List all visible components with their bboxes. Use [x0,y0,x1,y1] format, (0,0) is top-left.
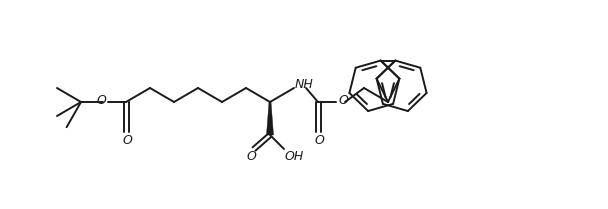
Text: O: O [96,94,106,107]
Text: NH: NH [295,79,313,92]
Polygon shape [266,102,274,135]
Text: O: O [122,135,132,148]
Text: O: O [338,94,348,107]
Text: O: O [314,135,324,148]
Text: O: O [246,149,256,163]
Text: OH: OH [285,149,303,163]
